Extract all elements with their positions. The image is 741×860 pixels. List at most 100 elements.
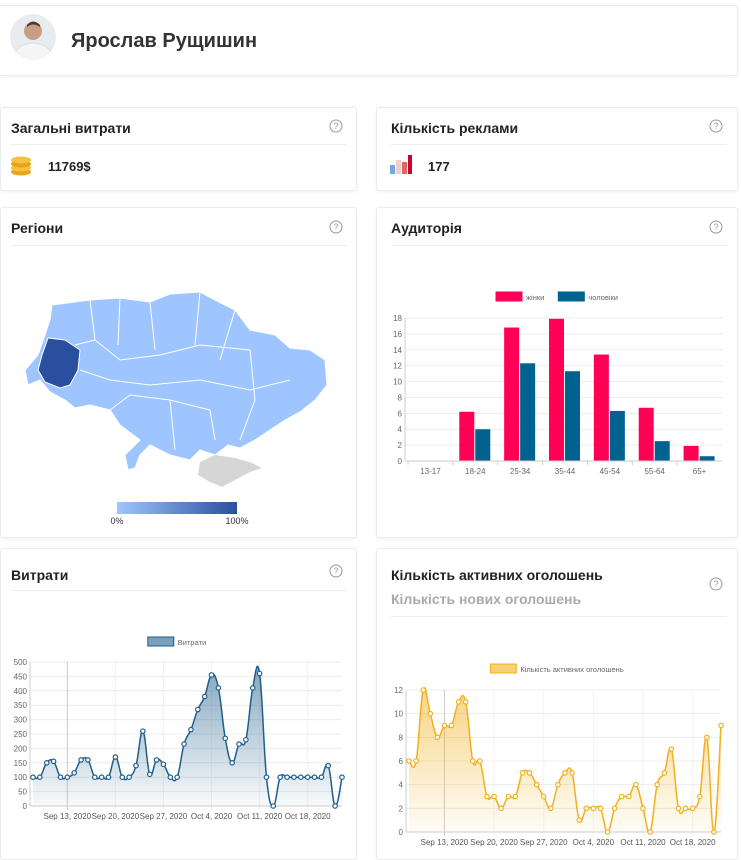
- map-region[interactable]: [24, 291, 328, 471]
- help-icon-text: ?: [713, 579, 718, 589]
- point: [325, 762, 332, 769]
- avatar: [10, 14, 56, 60]
- point: [576, 817, 582, 823]
- y-tick-label: 150: [14, 759, 28, 768]
- divider: [11, 590, 346, 591]
- bar: [565, 371, 580, 461]
- card-title: Кількість реклами: [391, 120, 519, 136]
- point: [181, 741, 187, 747]
- point: [711, 829, 717, 835]
- point: [413, 758, 419, 764]
- bar: [520, 363, 536, 461]
- legend-label: Витрати: [178, 638, 206, 647]
- point: [64, 774, 71, 781]
- help-icon[interactable]: [709, 220, 723, 234]
- divider: [391, 144, 727, 145]
- point: [119, 774, 126, 781]
- help-icon-text: ?: [713, 121, 718, 131]
- map-region[interactable]: [37, 337, 81, 389]
- help-icon[interactable]: [329, 119, 343, 133]
- point: [332, 803, 338, 809]
- help-icon[interactable]: [329, 220, 343, 234]
- x-tick-label: Oct 18, 2020: [285, 812, 331, 821]
- point: [105, 774, 112, 781]
- point: [201, 693, 208, 700]
- x-tick-label: 25-34: [510, 467, 531, 476]
- point: [696, 793, 703, 800]
- point: [406, 758, 412, 764]
- ads-icon: [390, 155, 412, 174]
- point: [277, 774, 284, 781]
- legend: Витрати: [147, 636, 206, 647]
- help-icon[interactable]: [329, 564, 343, 578]
- point: [43, 759, 50, 766]
- help-icon-text: ?: [333, 566, 338, 576]
- x-tick-label: 55-64: [644, 467, 665, 476]
- legend-swatch: [557, 291, 585, 302]
- x-tick-label: 35-44: [555, 467, 576, 476]
- y-tick-label: 250: [14, 730, 28, 739]
- point: [540, 793, 547, 800]
- y-tick-label: 6: [398, 409, 403, 418]
- x-tick-label: Oct 18, 2020: [670, 838, 716, 847]
- x-tick-label: 45-54: [600, 467, 621, 476]
- legend-label: жінки: [526, 293, 544, 302]
- x-tick-label: 13-17: [420, 467, 441, 476]
- help-icon[interactable]: [709, 577, 723, 591]
- legend-label: чоловіки: [588, 293, 618, 302]
- help-icon[interactable]: [709, 119, 723, 133]
- point: [455, 699, 462, 705]
- point: [448, 722, 455, 729]
- point: [270, 803, 277, 809]
- x-tick-label: Sep 27, 2020: [140, 812, 188, 821]
- legend-label: Кількість активних оголошень: [520, 665, 623, 674]
- point: [311, 774, 318, 781]
- bar: [683, 445, 699, 461]
- y-tick-label: 10: [394, 710, 403, 719]
- stat-card: Кількість реклами 177: [376, 107, 738, 191]
- x-tick-label: 18-24: [465, 467, 486, 476]
- y-tick-label: 450: [14, 672, 28, 681]
- point: [420, 687, 426, 693]
- bar: [475, 429, 491, 461]
- y-tick-label: 4: [399, 781, 404, 790]
- x-tick-label: Sep 27, 2020: [520, 838, 568, 847]
- x-tick-label: Oct 4, 2020: [191, 812, 233, 821]
- legend-swatch: [489, 663, 517, 674]
- point: [71, 770, 78, 776]
- profile-card: Ярослав Рущишин: [0, 5, 738, 76]
- card-subtitle[interactable]: Кількість нових оголошень: [391, 591, 582, 607]
- point: [491, 793, 497, 800]
- point: [618, 793, 625, 800]
- point: [188, 726, 194, 733]
- point: [318, 774, 325, 781]
- point: [484, 793, 490, 800]
- legend-swatch: [147, 636, 175, 647]
- x-tick-label: Oct 11, 2020: [237, 812, 283, 821]
- point: [462, 699, 469, 705]
- crimea: [198, 455, 262, 487]
- y-tick-label: 4: [398, 425, 403, 434]
- divider: [11, 245, 346, 246]
- legend: жінки чоловіки: [495, 291, 618, 302]
- y-tick-label: 0: [399, 828, 404, 837]
- y-tick-label: 400: [14, 687, 28, 696]
- card-title: Аудиторія: [391, 220, 462, 236]
- point: [647, 829, 653, 835]
- point: [215, 685, 222, 691]
- point: [604, 829, 611, 835]
- y-tick-label: 100: [14, 773, 28, 782]
- point: [297, 774, 304, 781]
- point: [583, 805, 590, 812]
- point: [57, 774, 64, 781]
- point: [37, 774, 43, 781]
- point: [661, 770, 668, 776]
- point: [590, 805, 597, 812]
- coin-icon: [11, 156, 31, 176]
- y-tick-label: 500: [14, 658, 28, 667]
- point: [92, 774, 98, 781]
- bar: [654, 441, 670, 461]
- point: [441, 722, 448, 729]
